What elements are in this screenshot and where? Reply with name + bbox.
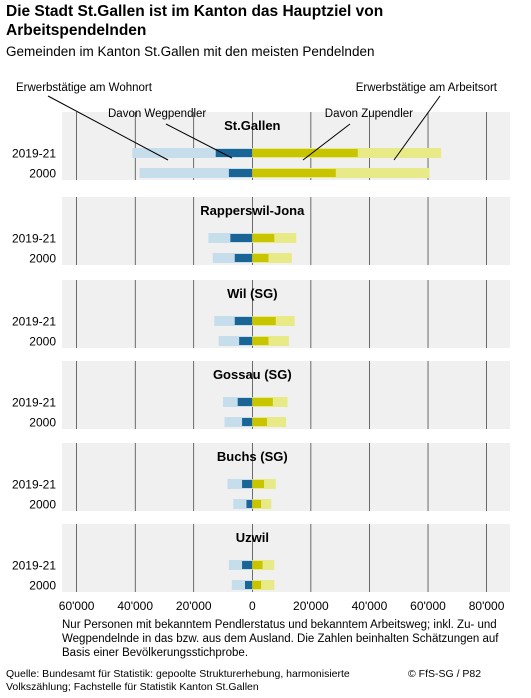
- bar-arbeitsort: [252, 560, 275, 570]
- bar-wohnort: [132, 148, 253, 158]
- year-label: 2019-21: [12, 478, 56, 492]
- chart-subtitle: Gemeinden im Kanton St.Gallen mit den me…: [6, 44, 375, 59]
- bar-wohnort: [139, 168, 253, 178]
- bar-wegpendler: [228, 169, 253, 177]
- bar-wegpendler: [234, 317, 253, 325]
- year-label: 2000: [29, 335, 56, 349]
- x-tick-label: 40'000: [352, 599, 388, 613]
- bar-zupendler: [252, 337, 269, 345]
- x-tick-label: 40'000: [117, 599, 153, 613]
- year-label: 2019-21: [12, 396, 56, 410]
- x-tick-label: 20'000: [176, 599, 212, 613]
- year-label: 2019-21: [12, 147, 56, 161]
- chart-gridlines: [76, 112, 487, 592]
- legend-arbeitsort-leader: [393, 95, 441, 161]
- bar-zupendler: [252, 398, 273, 406]
- bar-zupendler: [252, 500, 262, 508]
- chart-legend: Erwerbstätige am Wohnort Davon Wegpendler…: [16, 82, 498, 161]
- year-label: 2000: [29, 498, 56, 512]
- bar-arbeitsort: [252, 499, 272, 509]
- year-label: 2019-21: [12, 315, 56, 329]
- chart-labels: St.Gallen 2019-21 2000 Rapperswil-Jona 2019-…: [12, 118, 305, 593]
- bar-wegpendler: [230, 234, 253, 242]
- legend-zupendler-label: Davon Zupendler: [325, 108, 413, 120]
- bar-zupendler: [252, 317, 276, 325]
- bar-wegpendler: [237, 398, 253, 406]
- bar-zupendler: [252, 480, 265, 488]
- group-label: Wil (SG): [227, 286, 277, 301]
- bar-zupendler: [252, 254, 269, 262]
- group-label: Gossau (SG): [213, 367, 292, 382]
- chart-panels: [62, 112, 510, 592]
- bar-arbeitsort: [252, 253, 292, 263]
- bar-wohnort: [231, 580, 253, 590]
- group-label: St.Gallen: [224, 118, 280, 133]
- chart-source: Quelle: Bundesamt für Statistik: gepoolt…: [6, 668, 350, 693]
- chart-copyright: © FfS-SG / P82: [408, 668, 482, 680]
- bar-zupendler: [252, 234, 275, 242]
- bar-arbeitsort: [252, 336, 289, 346]
- legend-wohnort-leader: [47, 95, 169, 161]
- panel-background: [62, 443, 510, 511]
- bar-wegpendler: [234, 254, 253, 262]
- group-label: Buchs (SG): [217, 449, 288, 464]
- x-tick-label: 0: [249, 599, 256, 613]
- bar-wegpendler: [242, 480, 253, 488]
- chart-bars: [132, 148, 442, 590]
- year-label: 2000: [29, 167, 56, 181]
- x-tick-label: 60'000: [410, 599, 446, 613]
- x-tick-label: 80'000: [469, 599, 505, 613]
- bar-arbeitsort: [252, 580, 275, 590]
- year-label: 2019-21: [12, 559, 56, 573]
- bar-zupendler: [252, 418, 267, 426]
- bar-wegpendler: [242, 561, 253, 569]
- x-tick-label: 60'000: [59, 599, 95, 613]
- bar-zupendler: [252, 149, 358, 157]
- bar-zupendler: [252, 561, 263, 569]
- bar-wegpendler: [242, 418, 253, 426]
- bar-wohnort: [228, 560, 253, 570]
- chart-note: Nur Personen mit bekanntem Pendlerstatus…: [62, 619, 499, 659]
- bar-arbeitsort: [252, 417, 286, 427]
- year-label: 2000: [29, 416, 56, 430]
- year-label: 2000: [29, 252, 56, 266]
- group-label: Uzwil: [236, 530, 269, 545]
- group-label: Rapperswil-Jona: [200, 203, 305, 218]
- bar-wegpendler: [246, 500, 253, 508]
- bar-wegpendler: [215, 149, 253, 157]
- legend-wegpendler-leader: [165, 123, 233, 159]
- legend-wohnort-label: Erwerbstätige am Wohnort: [16, 82, 153, 94]
- bar-wohnort: [227, 479, 253, 489]
- legend-arbeitsort-label: Erwerbstätige am Arbeitsort: [356, 82, 498, 94]
- bar-wegpendler: [245, 581, 253, 589]
- bar-wohnort: [224, 417, 253, 427]
- bar-wohnort: [233, 499, 253, 509]
- panel-background: [62, 524, 510, 592]
- bar-arbeitsort: [252, 168, 430, 178]
- x-axis: 60'000 40'000 20'000 0 20'000 40'000 60'000 80'…: [59, 599, 505, 613]
- legend-wegpendler-label: Davon Wegpendler: [108, 108, 206, 120]
- bar-wohnort: [212, 253, 253, 263]
- bar-zupendler: [252, 169, 336, 177]
- year-label: 2000: [29, 579, 56, 593]
- bar-wegpendler: [239, 337, 253, 345]
- year-label: 2019-21: [12, 232, 56, 246]
- bar-wohnort: [218, 336, 253, 346]
- bar-wohnort: [214, 316, 253, 326]
- bar-zupendler: [252, 581, 262, 589]
- x-tick-label: 20'000: [293, 599, 329, 613]
- legend-zupendler-leader: [302, 123, 351, 161]
- chart-title: Die Stadt St.Gallen ist im Kanton das Ha…: [6, 3, 384, 39]
